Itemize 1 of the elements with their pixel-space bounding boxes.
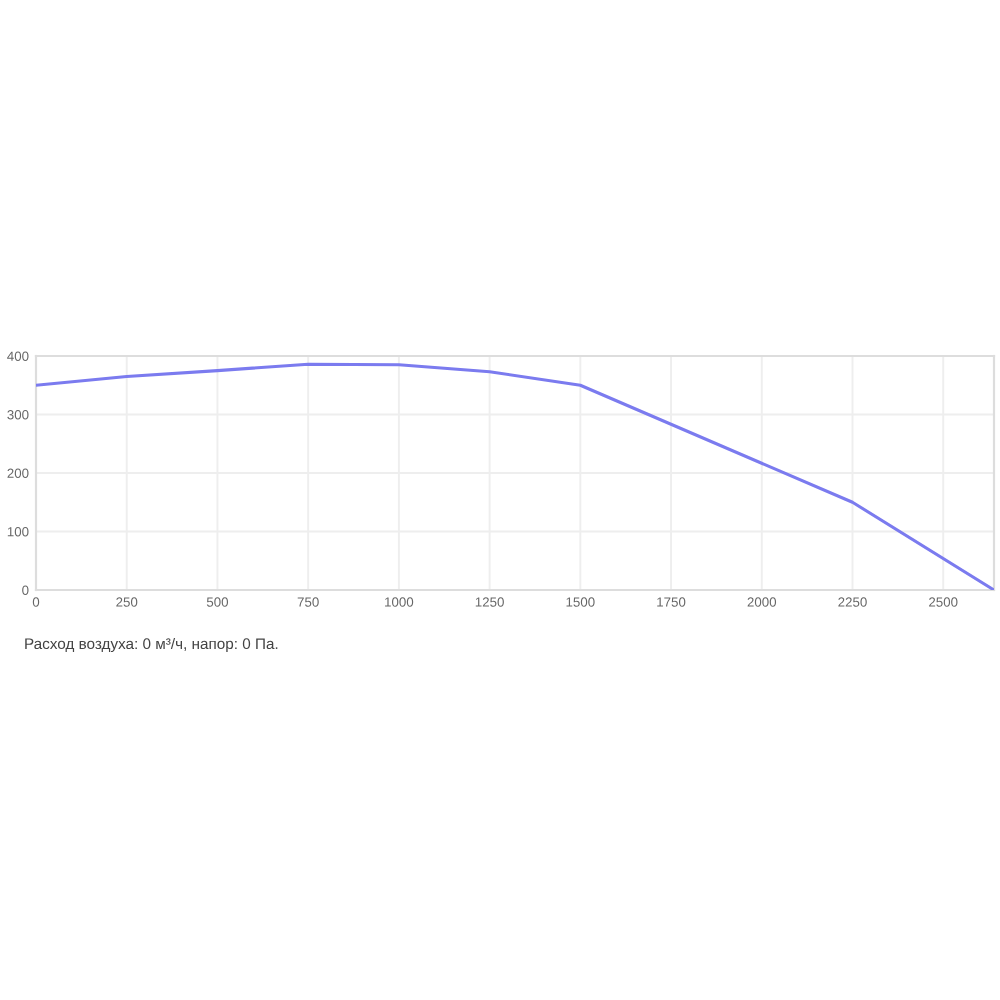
line-series: [36, 362, 994, 590]
